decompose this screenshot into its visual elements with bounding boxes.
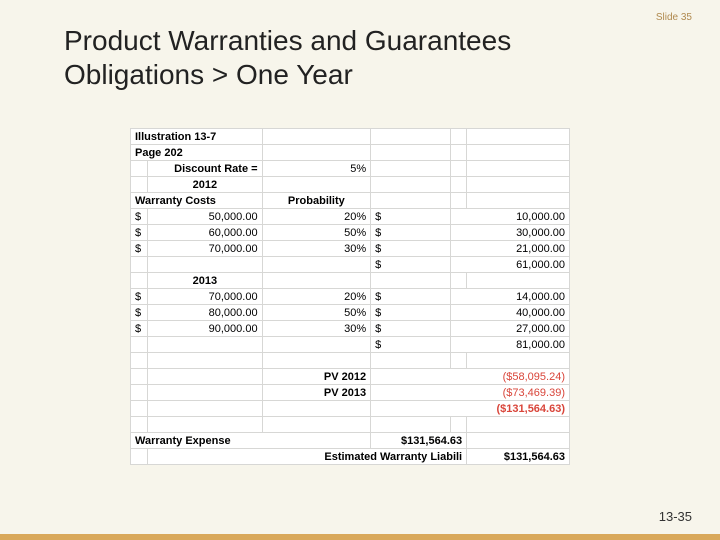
- table-row: $81,000.00: [131, 337, 570, 353]
- result-cell: 21,000.00: [451, 241, 570, 257]
- cost-cell: 60,000.00: [148, 225, 262, 241]
- table-row: $80,000.0050%$40,000.00: [131, 305, 570, 321]
- probability-header: Probability: [262, 193, 371, 209]
- cost-cell: 70,000.00: [148, 289, 262, 305]
- discount-rate-label: Discount Rate =: [148, 161, 262, 177]
- cost-cell: 80,000.00: [148, 305, 262, 321]
- dollar-sign: $: [131, 305, 148, 321]
- page-label: Page 202: [131, 145, 263, 161]
- prob-cell: 20%: [262, 289, 371, 305]
- pv-2013-label: PV 2013: [262, 385, 371, 401]
- pv-total-value: ($131,564.63): [371, 401, 570, 417]
- result-cell: 10,000.00: [451, 209, 570, 225]
- cost-cell: 70,000.00: [148, 241, 262, 257]
- table-row: $50,000.0020%$10,000.00: [131, 209, 570, 225]
- prob-cell: 30%: [262, 241, 371, 257]
- result-cell: 40,000.00: [451, 305, 570, 321]
- subtotal-2013: 81,000.00: [451, 337, 570, 353]
- dollar-sign: $: [371, 289, 451, 305]
- table-row: PV 2012($58,095.24): [131, 369, 570, 385]
- dollar-sign: $: [371, 257, 451, 273]
- table-row: Estimated Warranty Liabili$131,564.63: [131, 449, 570, 465]
- result-cell: 27,000.00: [451, 321, 570, 337]
- result-cell: 14,000.00: [451, 289, 570, 305]
- pv-2012-value: ($58,095.24): [371, 369, 570, 385]
- year-2013-header: 2013: [148, 273, 262, 289]
- dollar-sign: $: [371, 225, 451, 241]
- dollar-sign: $: [131, 209, 148, 225]
- prob-cell: 20%: [262, 209, 371, 225]
- slide-number: Slide 35: [656, 12, 692, 23]
- title-line-1: Product Warranties and Guarantees: [64, 25, 511, 56]
- page-reference: 13-35: [659, 509, 692, 524]
- table-row: $60,000.0050%$30,000.00: [131, 225, 570, 241]
- dollar-sign: $: [371, 241, 451, 257]
- table-row: ($131,564.63): [131, 401, 570, 417]
- cost-cell: 90,000.00: [148, 321, 262, 337]
- dollar-sign: $: [371, 209, 451, 225]
- year-2012-header: 2012: [148, 177, 262, 193]
- costs-header: Warranty Costs: [131, 193, 263, 209]
- estimated-liability-label: Estimated Warranty Liabili: [148, 449, 467, 465]
- dollar-sign: $: [371, 337, 451, 353]
- discount-rate-value: 5%: [262, 161, 371, 177]
- pv-2013-value: ($73,469.39): [371, 385, 570, 401]
- prob-cell: 50%: [262, 305, 371, 321]
- table-row: $61,000.00: [131, 257, 570, 273]
- prob-cell: 30%: [262, 321, 371, 337]
- estimated-liability-value: $131,564.63: [467, 449, 570, 465]
- slide-title: Product Warranties and Guarantees Obliga…: [64, 24, 511, 91]
- pv-2012-label: PV 2012: [262, 369, 371, 385]
- cost-cell: 50,000.00: [148, 209, 262, 225]
- warranty-table-container: Illustration 13-7 Page 202 Discount Rate…: [130, 128, 570, 465]
- warranty-expense-value: $131,564.63: [371, 433, 467, 449]
- title-line-2: Obligations > One Year: [64, 59, 353, 90]
- dollar-sign: $: [131, 321, 148, 337]
- illustration-label: Illustration 13-7: [131, 129, 263, 145]
- dollar-sign: $: [371, 321, 451, 337]
- subtotal-2012: 61,000.00: [451, 257, 570, 273]
- dollar-sign: $: [131, 289, 148, 305]
- result-cell: 30,000.00: [451, 225, 570, 241]
- warranty-expense-label: Warranty Expense: [131, 433, 371, 449]
- prob-cell: 50%: [262, 225, 371, 241]
- table-row: $90,000.0030%$27,000.00: [131, 321, 570, 337]
- table-row: $70,000.0030%$21,000.00: [131, 241, 570, 257]
- dollar-sign: $: [371, 305, 451, 321]
- table-row: $70,000.0020%$14,000.00: [131, 289, 570, 305]
- table-row: PV 2013($73,469.39): [131, 385, 570, 401]
- warranty-table: Illustration 13-7 Page 202 Discount Rate…: [130, 128, 570, 465]
- table-row: Warranty Expense$131,564.63: [131, 433, 570, 449]
- dollar-sign: $: [131, 241, 148, 257]
- dollar-sign: $: [131, 225, 148, 241]
